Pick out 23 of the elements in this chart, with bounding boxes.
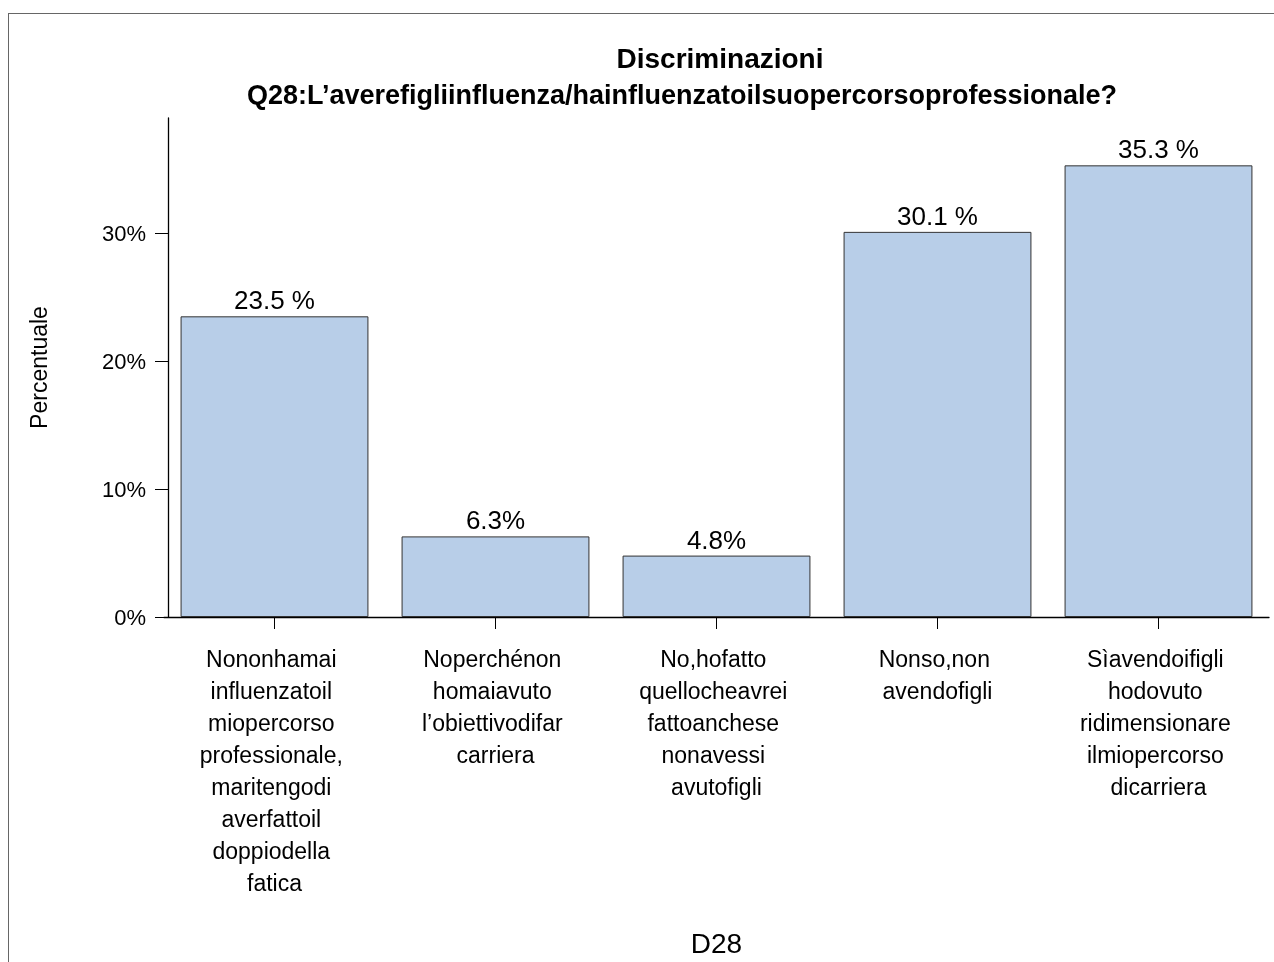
y-axis-title: Percentuale [25, 306, 52, 429]
chart-title: Discriminazioni [616, 42, 824, 74]
x-axis-title: D28 [690, 927, 743, 959]
data-label: 6.3% [465, 505, 526, 536]
y-tick-label: 20% [101, 348, 146, 374]
x-tick-label: No,hofatto quellocheavrei fattoanchese nonavessi avutofigli [639, 646, 794, 800]
y-tick-label: 0% [114, 604, 146, 630]
bar [180, 316, 369, 617]
bar [1064, 165, 1253, 617]
x-tick-label: Nononhamai influenzatoil miopercorso professionale, maritengodi averfattoil doppiodella fatica [199, 646, 350, 896]
x-tick-label: Noperchénon homaiavuto l’obiettivodifar carriera [421, 646, 570, 768]
data-label: 4.8% [686, 524, 747, 555]
bar [401, 536, 590, 617]
chart-subtitle: Q28:L’averefigliinfluenza/hainfluenzatoilsuopercorsoprofessionale? [246, 79, 1118, 110]
data-label: 30.1 % [897, 200, 978, 231]
x-tick-label: Sìavendoifigli hodovuto ridimensionare ilmiopercorso dicarriera [1079, 646, 1238, 800]
bar [843, 231, 1032, 617]
y-tick-label: 10% [101, 476, 146, 502]
bar [622, 555, 811, 617]
x-tick-label: Nonso,non avendofigli [878, 646, 997, 704]
data-label: 35.3 % [1118, 134, 1199, 165]
data-label: 23.5 % [234, 285, 315, 316]
y-tick-label: 30% [101, 220, 146, 246]
